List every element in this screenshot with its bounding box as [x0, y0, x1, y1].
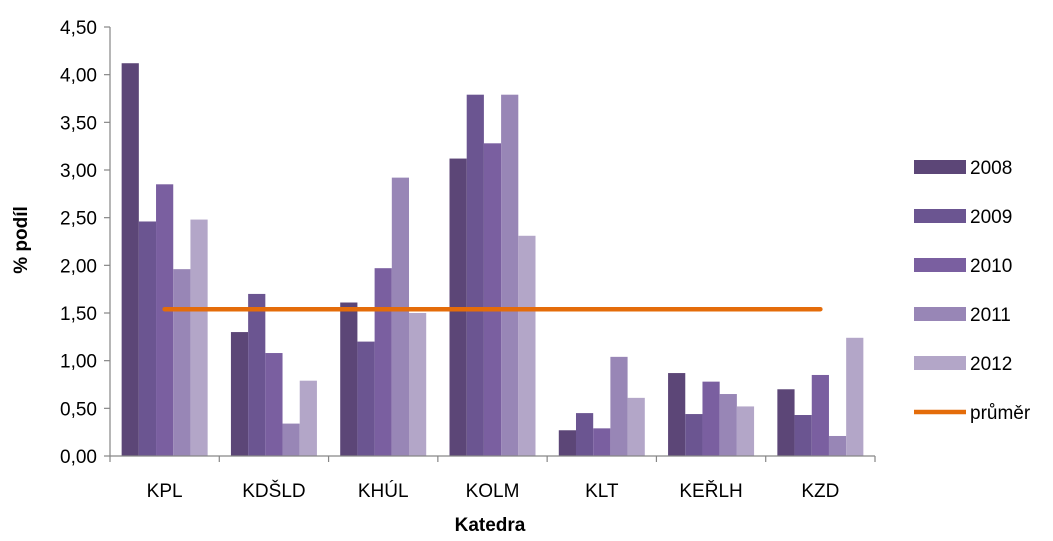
y-tick-label: 3,50	[60, 113, 97, 134]
bar-KLT-2008	[558, 430, 576, 456]
bar-KHÚL-2012	[409, 313, 427, 456]
legend-swatch	[914, 307, 966, 321]
y-tick-label: 1,00	[60, 352, 97, 373]
legend-swatch	[914, 356, 966, 370]
bar-KPL-2011	[173, 269, 191, 456]
x-axis-title: Katedra	[455, 515, 526, 536]
legend-item-2010: 2010	[914, 256, 1012, 277]
bar-KDŠLD-2011	[282, 423, 300, 456]
x-tick-label: KZD	[801, 481, 839, 502]
y-tick-label: 0,00	[60, 447, 97, 468]
legend-label: 2009	[970, 207, 1012, 228]
legend-item-2011: 2011	[914, 305, 1011, 326]
x-tick-label: KEŘLH	[679, 480, 742, 502]
legend-swatch	[914, 209, 966, 223]
bar-KPL-2009	[138, 221, 157, 456]
bar-KEŘLH-2009	[685, 414, 703, 456]
bar-KLT-2012	[627, 397, 645, 456]
legend-label: 2010	[970, 256, 1012, 277]
bar-KHÚL-2009	[357, 341, 375, 456]
bar-KOLM-2010	[483, 143, 502, 456]
bar-KHÚL-2008	[340, 302, 358, 456]
bar-KZD-2011	[828, 435, 847, 456]
legend-item-2012: 2012	[914, 354, 1012, 375]
y-tick-label: 4,50	[60, 18, 97, 39]
legend-label: průměr	[970, 403, 1031, 424]
legend-item-2008: 2008	[914, 158, 1012, 179]
bar-KLT-2011	[610, 356, 628, 456]
y-tick-label: 0,50	[60, 399, 97, 420]
bar-KZD-2012	[846, 337, 864, 456]
y-tick-label: 2,50	[60, 209, 97, 230]
y-tick-label: 1,50	[60, 304, 97, 325]
bar-KOLM-2009	[466, 94, 484, 456]
bar-KLT-2010	[593, 428, 611, 456]
bar-KPL-2012	[190, 219, 208, 456]
bar-KOLM-2012	[518, 235, 536, 456]
bar-KDŠLD-2009	[248, 293, 266, 456]
bars-layer	[121, 63, 864, 457]
bar-KEŘLH-2012	[736, 406, 755, 456]
x-tick-label: KHÚL	[358, 480, 409, 502]
legend-item-average: průměr	[914, 403, 1031, 424]
y-tick-label: 2,00	[60, 256, 97, 277]
bar-KDŠLD-2010	[265, 353, 283, 456]
x-tick-label: KDŠLD	[242, 480, 305, 502]
legend-item-2009: 2009	[914, 207, 1012, 228]
y-tick-label: 3,00	[60, 161, 97, 182]
legend: 2008 2009 2010 2011 2012 průměr	[914, 158, 1031, 424]
bar-KZD-2009	[794, 415, 812, 456]
tick-labels-layer: 0,00 0,50 1,00 1,50 2,00 2,50 3,00 3,50 4,00 4,50…	[60, 18, 839, 502]
axes-layer	[104, 26, 876, 462]
bar-KLT-2009	[575, 413, 594, 456]
bar-KZD-2010	[811, 374, 829, 456]
legend-swatch	[914, 258, 966, 272]
legend-label: 2008	[970, 158, 1012, 179]
bar-KHÚL-2011	[391, 177, 410, 456]
x-tick-label: KOLM	[466, 481, 520, 502]
bar-KZD-2008	[777, 389, 795, 456]
bar-KEŘLH-2011	[719, 394, 737, 456]
bar-KHÚL-2010	[374, 268, 392, 456]
bar-KDŠLD-2012	[299, 380, 317, 456]
bar-KPL-2008	[121, 63, 139, 456]
y-tick-label: 4,00	[60, 66, 97, 87]
x-tick-label: KPL	[147, 481, 183, 502]
bar-KOLM-2011	[501, 94, 519, 456]
bar-KPL-2010	[156, 184, 174, 457]
legend-label: 2011	[970, 305, 1011, 326]
bar-KDŠLD-2008	[230, 332, 249, 456]
legend-label: 2012	[970, 354, 1012, 375]
bar-KEŘLH-2010	[702, 381, 720, 456]
legend-swatch	[914, 160, 966, 174]
bar-KEŘLH-2008	[668, 373, 686, 456]
x-tick-label: KLT	[585, 481, 619, 502]
y-axis-title: % podíl	[11, 206, 32, 274]
